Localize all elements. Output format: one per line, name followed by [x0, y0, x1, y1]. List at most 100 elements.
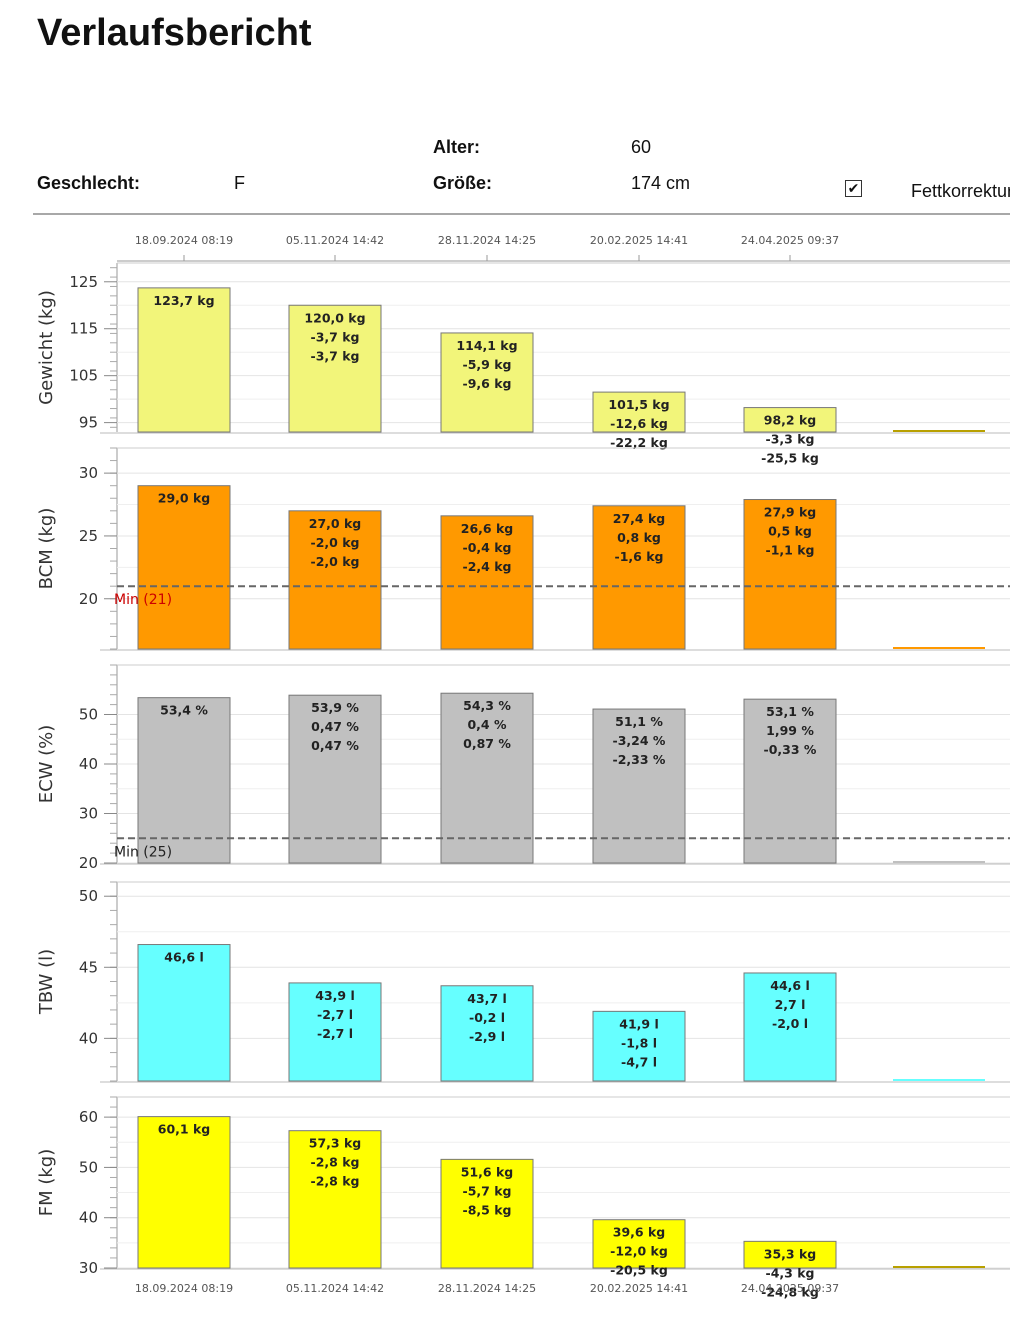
bar-data-label: -22,2 kg [610, 435, 668, 450]
bar-data-label: 43,7 l [467, 991, 506, 1006]
bar-data-label: 51,1 % [615, 714, 663, 729]
bottom-date-label: 28.11.2024 14:25 [438, 1282, 536, 1295]
height-label: Größe: [433, 173, 493, 193]
bar [440, 692, 534, 864]
top-date-label: 24.04.2025 09:37 [741, 234, 839, 247]
bar-data-label: 0,47 % [311, 738, 359, 753]
y-tick-label: 30 [79, 464, 98, 482]
y-tick-label: 105 [69, 367, 98, 385]
y-tick-label: 30 [79, 1259, 98, 1277]
bar-data-label: -1,6 kg [615, 549, 664, 564]
bar-data-label: 27,9 kg [764, 505, 816, 520]
page-title: Verlaufsbericht [37, 12, 312, 54]
y-tick-label: 40 [79, 1029, 98, 1047]
y-axis-label: Gewicht (kg) [36, 290, 57, 405]
bar [743, 1240, 837, 1269]
bar-data-label: 0,8 kg [617, 530, 661, 545]
bar-data-label: -2,0 l [772, 1016, 808, 1031]
bar-data-label: -3,24 % [613, 733, 666, 748]
y-tick-label: 60 [79, 1108, 98, 1126]
bar-data-label: 120,0 kg [304, 310, 365, 325]
bar-data-label: 0,87 % [463, 736, 511, 751]
bar [137, 287, 231, 433]
bar [440, 332, 534, 433]
bar-data-label: -9,6 kg [463, 376, 512, 391]
y-tick-label: 125 [69, 273, 98, 291]
min-reference-label: Min (21) [114, 592, 172, 608]
bar-data-label: 27,0 kg [309, 516, 361, 531]
height-value: 174 cm [631, 173, 691, 193]
bar [440, 515, 534, 650]
age-value: 60 [631, 137, 652, 157]
bar-data-label: -0,4 kg [463, 540, 512, 555]
bar-data-label: 43,9 l [315, 988, 354, 1003]
bar-data-label: -2,4 kg [463, 559, 512, 574]
bar-data-label: 0,4 % [467, 717, 506, 732]
bar-data-label: -25,5 kg [761, 451, 819, 466]
bar [592, 1010, 686, 1082]
bottom-date-label: 24.04.2025 09:37 [741, 1282, 839, 1295]
bar [288, 304, 382, 433]
bar-data-label: -3,3 kg [766, 432, 815, 447]
y-tick-label: 20 [79, 590, 98, 608]
bar-data-label: -0,2 l [469, 1010, 505, 1025]
bar-data-label: 27,4 kg [613, 511, 665, 526]
bar-data-label: 1,99 % [766, 723, 814, 738]
bar-data-label: 53,9 % [311, 700, 359, 715]
bar [137, 697, 231, 864]
bar-data-label: -2,9 l [469, 1029, 505, 1044]
y-tick-label: 50 [79, 1158, 98, 1176]
bar-data-label: 39,6 kg [613, 1225, 665, 1240]
y-tick-label: 40 [79, 755, 98, 773]
bar [288, 694, 382, 864]
y-tick-label: 95 [79, 414, 98, 432]
bar [743, 407, 837, 433]
bar-data-label: -1,1 kg [766, 543, 815, 558]
top-date-label: 28.11.2024 14:25 [438, 234, 536, 247]
top-date-label: 18.09.2024 08:19 [135, 234, 233, 247]
y-tick-label: 40 [79, 1209, 98, 1227]
bar-data-label: -8,5 kg [463, 1202, 512, 1217]
bar [743, 972, 837, 1082]
bar [137, 944, 231, 1082]
progress-chart: 18.09.2024 08:19 05.11.2024 14:42 28.11.20… [36, 234, 1010, 1299]
fat-correction-checkbox[interactable]: ✔ [845, 180, 862, 197]
bar-data-label: -4,3 kg [766, 1265, 815, 1280]
bar-data-label: 114,1 kg [456, 338, 517, 353]
bar [137, 485, 231, 650]
bar-data-label: -3,7 kg [311, 329, 360, 344]
bar-data-label: 101,5 kg [608, 397, 669, 412]
min-reference-label: Min (25) [114, 844, 172, 860]
bar-data-label: -2,7 l [317, 1026, 353, 1041]
bottom-date-label: 05.11.2024 14:42 [286, 1282, 384, 1295]
bar [743, 499, 837, 650]
y-axis-label: FM (kg) [36, 1149, 57, 1217]
bar-data-label: 0,47 % [311, 719, 359, 734]
bar-data-label: 123,7 kg [153, 293, 214, 308]
y-tick-label: 25 [79, 527, 98, 545]
bar-data-label: -20,5 kg [610, 1263, 668, 1278]
bar-data-label: -2,0 kg [311, 535, 360, 550]
y-tick-label: 50 [79, 887, 98, 905]
bar-data-label: 51,6 kg [461, 1164, 513, 1179]
bar-data-label: -2,33 % [613, 752, 666, 767]
bar-data-label: -2,8 kg [311, 1155, 360, 1170]
bar-data-label: -4,7 l [621, 1054, 657, 1069]
y-tick-label: 20 [79, 854, 98, 872]
top-date-label: 20.02.2025 14:41 [590, 234, 688, 247]
bar [288, 982, 382, 1082]
bar-data-label: 54,3 % [463, 698, 511, 713]
y-tick-label: 30 [79, 805, 98, 823]
bottom-date-label: 18.09.2024 08:19 [135, 1282, 233, 1295]
bar-data-label: -1,8 l [621, 1035, 657, 1050]
bar-data-label: 29,0 kg [158, 491, 210, 506]
top-date-label: 05.11.2024 14:42 [286, 234, 384, 247]
sex-label: Geschlecht: [37, 173, 141, 193]
bar-data-label: 53,4 % [160, 703, 208, 718]
age-label: Alter: [433, 137, 481, 157]
bar-data-label: -2,7 l [317, 1007, 353, 1022]
bar [743, 698, 837, 864]
bar-data-label: -2,0 kg [311, 554, 360, 569]
bar-data-label: 0,5 kg [768, 524, 812, 539]
bar-data-label: 57,3 kg [309, 1136, 361, 1151]
